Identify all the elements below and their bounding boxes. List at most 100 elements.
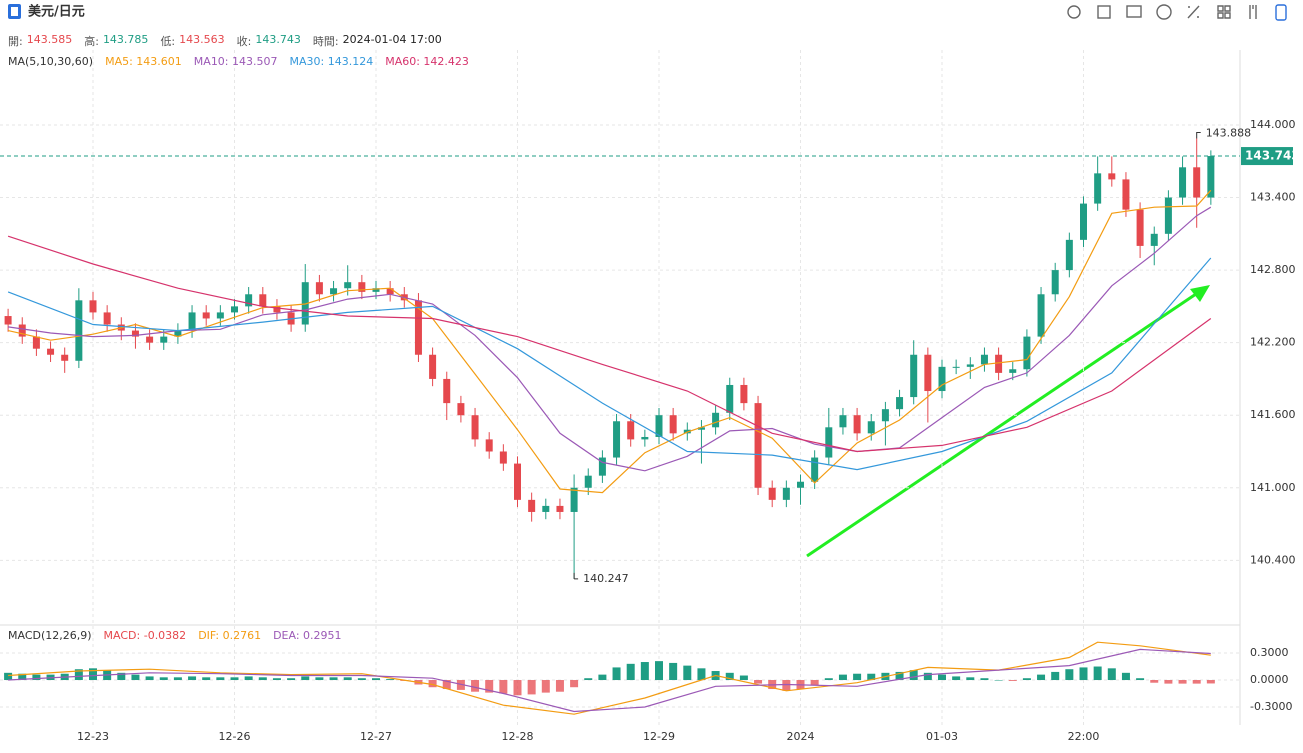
legend-title: MACD(12,26,9) [8, 629, 92, 642]
candle [1122, 172, 1130, 217]
macd-bar [909, 670, 918, 681]
percent-icon[interactable] [1187, 5, 1200, 19]
candle-body [839, 415, 847, 428]
macd-bar [697, 668, 706, 681]
candle [556, 498, 564, 520]
legend-entry: DIF: 0.2761 [198, 629, 262, 642]
macd-bar [810, 680, 819, 686]
macd-bar [541, 680, 550, 693]
candle [146, 329, 154, 350]
candle [754, 395, 762, 496]
candle [896, 389, 904, 417]
candle [1193, 138, 1201, 228]
last-price-tag [1241, 147, 1293, 166]
macd-bar [1107, 668, 1116, 681]
macd-bar [1121, 672, 1130, 681]
candle [471, 407, 479, 447]
y-tick-label: 142.800 [1250, 263, 1296, 276]
candle-body [259, 294, 267, 307]
candle-body [867, 421, 875, 434]
macd-bar [145, 676, 154, 681]
candle-body [712, 412, 720, 428]
x-tick-label: 22:00 [1068, 730, 1100, 743]
candle-body [655, 415, 663, 437]
candle-body [330, 288, 338, 295]
macd-bar [315, 677, 324, 681]
macd-bar [626, 663, 635, 681]
candle [1179, 156, 1187, 205]
macd-bar [1051, 671, 1060, 681]
candle [61, 347, 69, 373]
candle-body [726, 384, 734, 413]
candle-body [1136, 209, 1144, 246]
candle-body [273, 306, 281, 313]
candle [202, 305, 210, 326]
candle-body [443, 378, 451, 404]
candle-body [499, 451, 507, 464]
candle [1164, 190, 1172, 242]
candle-body [131, 330, 139, 337]
candle [1080, 196, 1087, 248]
candle-body [896, 397, 904, 410]
candle-body [1065, 239, 1073, 271]
candle-body [47, 348, 55, 355]
macd-bar [1136, 678, 1145, 681]
candle-body [740, 384, 748, 404]
y-tick-label: 0.3000 [1250, 646, 1289, 659]
logo-inner [11, 7, 18, 16]
macd-bar [527, 680, 536, 695]
y-tick-label: 142.200 [1250, 336, 1296, 349]
candle [1207, 150, 1215, 205]
draw-icon[interactable] [1097, 5, 1111, 19]
candle [514, 456, 521, 508]
macd-bar [272, 678, 281, 681]
y-tick-label: 143.400 [1250, 191, 1296, 204]
trend-arrow [806, 292, 1197, 558]
macd-bar [32, 674, 41, 681]
chart-title: 美元/日元 [28, 4, 85, 20]
layout-icon[interactable] [1217, 5, 1231, 19]
candle-body [32, 336, 40, 349]
macd-bar [669, 662, 678, 681]
candle [1065, 232, 1073, 278]
candle [47, 341, 55, 362]
macd-bar [1022, 678, 1031, 681]
fullscreen-icon[interactable] [1275, 4, 1287, 21]
candle-body [160, 336, 168, 343]
candle [839, 407, 847, 435]
macd-bar [513, 680, 522, 696]
chart-type-icon[interactable] [1126, 5, 1142, 18]
legend-entry: MA60: 142.423 [385, 55, 469, 68]
candle-body [1080, 203, 1087, 240]
refresh-icon[interactable] [1067, 5, 1081, 19]
candle [952, 359, 960, 375]
candle [1150, 226, 1158, 266]
high-marker [1196, 132, 1201, 139]
macd-bar [386, 679, 395, 681]
candle [712, 405, 720, 435]
macd-bar [1206, 680, 1215, 684]
indicator-icon[interactable] [1249, 5, 1257, 19]
macd-bar [1192, 680, 1201, 684]
candle-body [471, 415, 479, 440]
macd-bar [202, 677, 211, 681]
macd-bar [640, 662, 649, 681]
candle-body [797, 481, 804, 488]
ma-legend: MA(5,10,30,60) MA5: 143.601 MA10: 143.507 M… [8, 55, 469, 68]
candle-body [613, 421, 621, 458]
macd-bar [739, 675, 748, 681]
candle [245, 287, 253, 314]
candle-body [669, 415, 677, 434]
pie-icon[interactable] [1156, 4, 1172, 20]
candle-body [542, 505, 550, 512]
low-marker [573, 572, 579, 580]
macd-bar [499, 680, 508, 694]
line-series [8, 648, 1211, 713]
candle [330, 280, 338, 302]
candle-body [103, 312, 111, 325]
candle-body [89, 300, 97, 313]
legend-entry: DEA: 0.2951 [273, 629, 342, 642]
candle [598, 450, 606, 483]
